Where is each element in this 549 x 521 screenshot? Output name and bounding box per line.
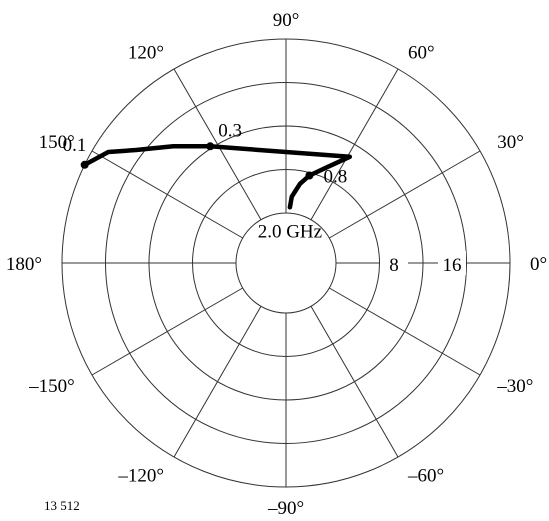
angle-tick-label: 30° bbox=[497, 132, 524, 153]
frequency-annotation: 0.3 bbox=[218, 120, 242, 141]
angle-tick-label: –150° bbox=[28, 376, 75, 397]
angle-tick-label: –120° bbox=[117, 465, 164, 486]
chart-labels: 0° 30° 60° 90° 120° 150° 180° –150° –120° –90° –60… bbox=[6, 10, 547, 519]
frequency-annotation: 0.8 bbox=[323, 166, 347, 187]
radial-label-bg bbox=[380, 251, 408, 275]
angle-tick-label: 90° bbox=[273, 10, 300, 31]
angle-tick-label: –30° bbox=[496, 376, 533, 397]
annotation-point bbox=[206, 142, 215, 151]
polar-grid bbox=[61, 38, 511, 488]
radial-label-bg bbox=[438, 251, 466, 275]
angle-spoke bbox=[329, 150, 481, 239]
frequency-annotation: 2.0 GHz bbox=[258, 221, 322, 242]
annotation-point bbox=[80, 160, 89, 169]
angle-tick-label: 180° bbox=[6, 254, 42, 275]
data-series bbox=[80, 142, 353, 210]
angle-tick-label: 60° bbox=[408, 43, 435, 64]
angle-tick-label: –60° bbox=[407, 465, 444, 486]
annotation-point bbox=[305, 171, 314, 180]
angle-tick-label: –90° bbox=[267, 498, 304, 519]
series-line bbox=[82, 143, 353, 210]
angle-tick-label: 150° bbox=[39, 132, 75, 153]
angle-spoke bbox=[91, 287, 243, 376]
angle-spoke bbox=[173, 68, 262, 220]
frequency-annotation: 0.1 bbox=[63, 135, 87, 156]
angle-spoke bbox=[173, 306, 262, 458]
angle-tick-label: 120° bbox=[128, 43, 164, 64]
angle-spoke bbox=[91, 150, 243, 239]
angle-spoke bbox=[310, 68, 399, 220]
angle-tick-label: 0° bbox=[530, 254, 547, 275]
angle-spoke bbox=[310, 306, 399, 458]
angle-spoke bbox=[329, 287, 481, 376]
radial-tick-label: 8 bbox=[389, 255, 399, 276]
radial-tick-label: 16 bbox=[443, 255, 462, 276]
figure-id: 13 512 bbox=[44, 498, 80, 513]
